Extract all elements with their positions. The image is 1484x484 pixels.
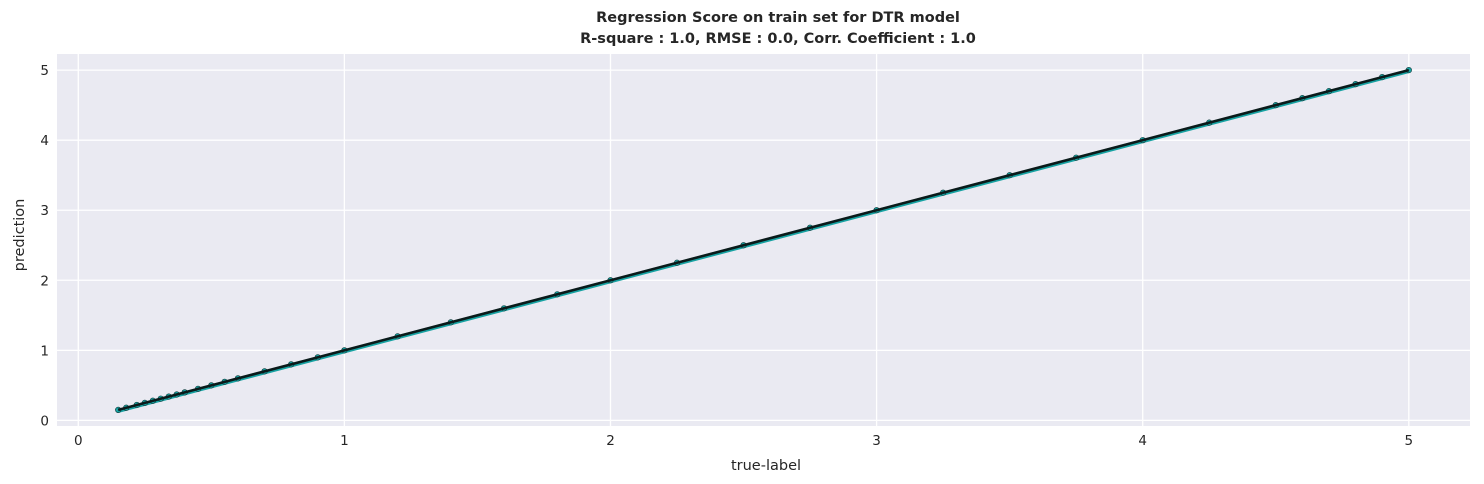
fit-line: [117, 68, 1410, 412]
x-tick-label: 3: [872, 433, 881, 449]
y-tick-label: 2: [40, 273, 49, 289]
x-axis-ticks: 0 1 2 3 4 5: [74, 433, 1413, 449]
x-tick-label: 4: [1138, 433, 1147, 449]
y-tick-label: 4: [40, 133, 49, 149]
x-tick-label: 2: [606, 433, 615, 449]
y-tick-label: 0: [40, 413, 49, 429]
y-tick-label: 5: [40, 63, 49, 79]
y-tick-label: 1: [40, 343, 49, 359]
x-tick-label: 1: [340, 433, 349, 449]
y-tick-label: 3: [40, 203, 49, 219]
grid: [57, 54, 1470, 426]
y-axis-ticks: 0 1 2 3 4 5: [40, 63, 49, 429]
y-axis-label: prediction: [12, 199, 28, 272]
x-tick-label: 5: [1404, 433, 1413, 449]
x-axis-label: true-label: [731, 458, 801, 474]
x-tick-label: 0: [74, 433, 83, 449]
chart-subtitle: R-square : 1.0, RMSE : 0.0, Corr. Coeffi…: [580, 31, 976, 47]
fit-line-layer: [117, 68, 1410, 412]
chart-title: Regression Score on train set for DTR mo…: [596, 10, 960, 26]
